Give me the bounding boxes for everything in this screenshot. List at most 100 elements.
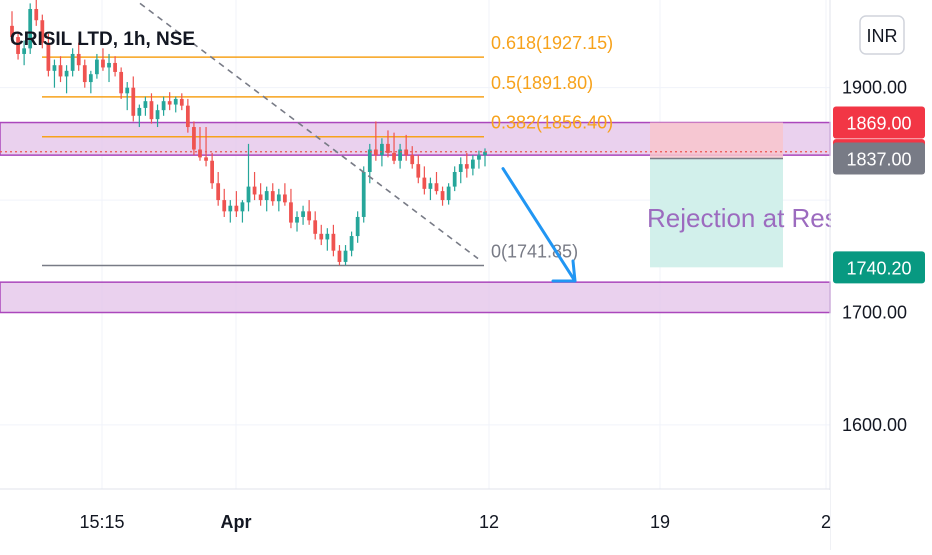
trendline[interactable] (139, 2, 479, 260)
candle-body (252, 186, 257, 195)
candle (276, 188, 281, 212)
time-tick-label: Apr (221, 512, 252, 532)
candle (210, 152, 214, 189)
candle-body (113, 62, 117, 72)
candle-body (137, 107, 142, 116)
price-tick-label: 1600.00 (842, 415, 907, 435)
candle (143, 96, 148, 116)
candle-body (228, 205, 233, 212)
candle (240, 200, 245, 223)
candle (434, 171, 439, 195)
candle (392, 132, 396, 165)
candle (355, 211, 360, 243)
currency-button-label[interactable]: INR (867, 26, 898, 46)
candle (10, 11, 14, 43)
candle (46, 33, 51, 77)
candle (295, 211, 299, 232)
time-tick-label: 19 (650, 512, 670, 532)
candle (161, 96, 166, 116)
candle (464, 152, 469, 178)
candle (325, 228, 330, 251)
fibonacci-retracement[interactable]: 0.618(1927.15) 0.5(1891.80) 0.382(1856.40)… (42, 33, 613, 267)
candle (234, 191, 239, 217)
candle-body (64, 70, 69, 77)
candle-body (367, 149, 372, 172)
candle (82, 59, 87, 88)
candle (76, 42, 81, 71)
annotation-text[interactable]: Rejection at Resist (647, 203, 865, 233)
price-badge-label: 1740.20 (846, 258, 911, 278)
time-tick-label: 12 (479, 512, 499, 532)
candle-body (155, 110, 160, 120)
candle-body (458, 164, 463, 172)
time-axis[interactable]: 15:15 Apr 12 19 2 (0, 490, 831, 551)
candle-body (343, 250, 348, 262)
candle-body (161, 101, 166, 111)
candle-body (167, 101, 172, 105)
currency-button-box[interactable] (859, 15, 905, 55)
fib-level-label: 0.5(1891.80) (491, 73, 593, 93)
candle (337, 245, 342, 266)
candle-body (470, 159, 475, 169)
candle (22, 40, 27, 66)
candle (228, 200, 233, 223)
candle (222, 188, 227, 217)
candle-body (398, 149, 402, 161)
candle (113, 56, 117, 77)
candle-body (361, 171, 366, 217)
annotations[interactable]: Rejection at Resist (0, 2, 865, 283)
candle-body (440, 191, 445, 201)
candle (107, 53, 111, 83)
candle (416, 155, 421, 184)
candle (477, 150, 481, 169)
stop-loss-zone[interactable] (650, 122, 783, 159)
candle-body (264, 191, 269, 201)
candle (137, 104, 142, 128)
candle-body (258, 194, 263, 201)
zones (0, 121, 831, 314)
candle-body (355, 216, 360, 237)
candle-body (107, 62, 111, 68)
candle (307, 200, 312, 225)
candle-body (22, 48, 27, 54)
currency-button[interactable]: INR (859, 15, 905, 55)
candle-body (76, 53, 81, 66)
candle-body (313, 220, 318, 234)
candle (313, 211, 318, 240)
candle (52, 59, 57, 88)
candle-body (34, 8, 39, 21)
candle (64, 65, 69, 94)
fib-level-label: 0(1741.85) (491, 241, 578, 261)
candle-body (149, 101, 154, 120)
time-tick-label: 2 (821, 512, 831, 532)
candle (125, 82, 130, 111)
candle-body (95, 59, 99, 75)
arrow-shaft[interactable] (501, 167, 577, 283)
candle-body (143, 101, 148, 108)
candle (428, 177, 433, 201)
candle (283, 183, 287, 206)
candles (10, 0, 487, 266)
candle (452, 166, 457, 192)
candle (149, 93, 154, 124)
candle (167, 92, 172, 111)
candle (179, 93, 184, 111)
candle (349, 231, 354, 257)
candle-body (386, 143, 390, 153)
candle-body (10, 25, 14, 38)
take-profit-zone[interactable] (650, 158, 783, 268)
price-badge-label: 1869.00 (846, 114, 911, 134)
candle-body (179, 98, 184, 106)
price-badge-box (833, 142, 925, 175)
price-tick-label: 1900.00 (842, 78, 907, 98)
price-badge: 1740.20 (833, 251, 925, 284)
candle (34, 0, 39, 26)
candle-body (101, 59, 105, 68)
support-zone[interactable] (0, 281, 831, 314)
candle-body (283, 194, 287, 203)
price-badge-box (833, 106, 925, 139)
candle (446, 183, 451, 205)
candle-body (337, 250, 342, 262)
